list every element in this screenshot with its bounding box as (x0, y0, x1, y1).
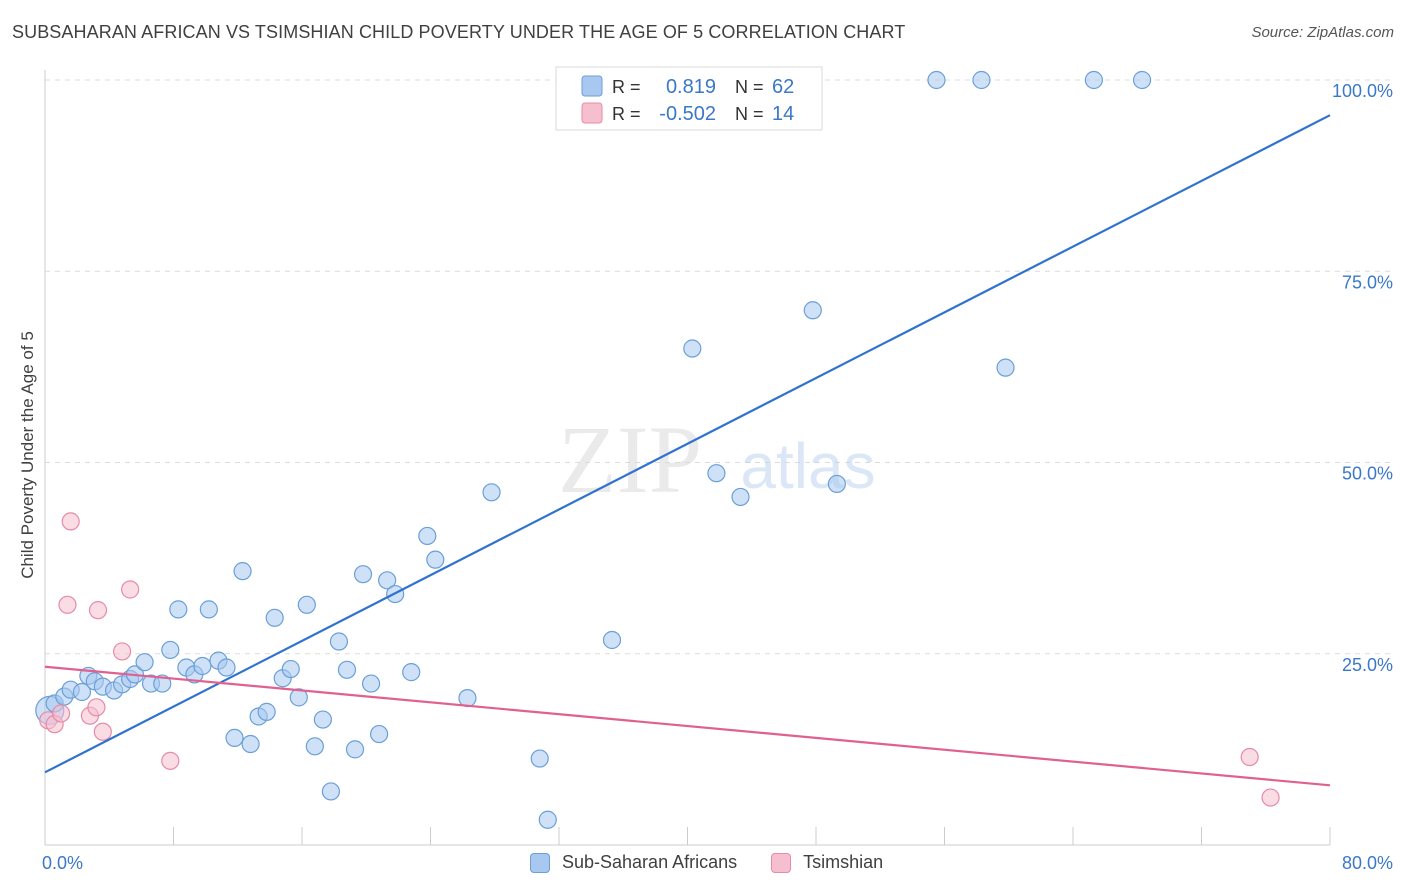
legend-r-value: 0.819 (666, 76, 716, 98)
y-tick-label: 25.0% (1342, 655, 1393, 675)
data-point (321, 782, 341, 801)
data-point (538, 810, 557, 829)
data-point (1084, 70, 1103, 90)
data-point (530, 749, 549, 768)
trend-lines (44, 114, 1331, 787)
watermark: ZIP atlas (558, 406, 876, 513)
legend-r-label: R = (612, 104, 641, 124)
data-point (1240, 747, 1259, 767)
data-point (707, 464, 726, 483)
data-point (58, 595, 77, 614)
data-point (87, 698, 106, 717)
data-point (996, 358, 1015, 377)
data-point (135, 653, 154, 672)
legend-r-label: R = (612, 77, 641, 97)
data-point (297, 595, 316, 614)
y-tick-label: 75.0% (1342, 272, 1393, 292)
chart-title: SUBSAHARAN AFRICAN VS TSIMSHIAN CHILD PO… (12, 22, 906, 42)
data-point (353, 565, 373, 584)
data-point (93, 722, 112, 741)
data-point (121, 580, 140, 599)
data-point (225, 728, 244, 748)
data-point (458, 689, 477, 708)
data-point (257, 702, 276, 721)
data-point (927, 70, 946, 90)
data-point (345, 740, 365, 759)
legend-n-value: 14 (772, 103, 794, 125)
source-label: Source: ZipAtlas.com (1251, 24, 1394, 41)
data-point (153, 674, 172, 693)
tick-labels: 25.0% 50.0% 75.0% 100.0% 0.0% 80.0% (42, 81, 1393, 873)
data-point (329, 632, 349, 651)
data-point (161, 640, 180, 660)
data-point (217, 658, 236, 677)
bottom-legend-item-blue: Sub-Saharan Africans (530, 852, 737, 873)
data-point (305, 737, 324, 756)
data-point (337, 660, 357, 679)
data-point (72, 682, 92, 702)
watermark-atlas: atlas (740, 430, 875, 502)
bottom-legend-swatch-pink (771, 852, 792, 873)
data-point (1261, 788, 1280, 807)
data-point (241, 734, 260, 754)
data-point (426, 550, 445, 569)
data-point (370, 724, 389, 744)
data-point (803, 301, 822, 320)
data-point (731, 487, 750, 507)
trend-line (44, 114, 1331, 774)
data-point (265, 608, 284, 627)
data-point (233, 562, 252, 581)
data-point (602, 630, 622, 650)
data-point (378, 571, 397, 590)
series-tsimshian (39, 512, 1280, 807)
legend-n-value: 62 (772, 76, 794, 98)
data-point (683, 339, 702, 358)
data-point (161, 751, 180, 770)
y-tick-label: 100.0% (1332, 81, 1393, 101)
data-point (1132, 70, 1152, 90)
x-tick-label: 80.0% (1342, 853, 1393, 873)
y-tick-label: 50.0% (1342, 464, 1393, 484)
grid-lines (45, 79, 1395, 655)
series-sub-saharan-africans (35, 70, 1152, 829)
data-point (289, 688, 308, 707)
data-point (61, 512, 80, 531)
data-point (972, 70, 991, 90)
data-point (88, 601, 108, 620)
data-point (199, 600, 218, 619)
bottom-legend-swatch-blue (530, 852, 550, 873)
data-point (193, 656, 212, 676)
bottom-legend-label: Tsimshian (803, 852, 884, 872)
data-point (169, 600, 188, 619)
trend-line (44, 665, 1331, 787)
legend-swatch-pink (581, 102, 603, 124)
legend: R = 0.819 N = 62 R = -0.502 N = 14 (555, 66, 823, 131)
bottom-legend-label: Sub-Saharan Africans (562, 852, 738, 872)
legend-swatch-blue (581, 75, 603, 97)
data-point (112, 642, 132, 661)
data-point (51, 704, 71, 723)
data-point (361, 674, 381, 693)
data-point (482, 483, 501, 502)
data-point (402, 663, 421, 682)
watermark-zip: ZIP (558, 406, 702, 513)
x-tick-label: 0.0% (42, 853, 83, 873)
data-point (281, 659, 300, 679)
legend-n-label: N = (735, 104, 764, 124)
legend-n-label: N = (735, 77, 764, 97)
data-point (827, 474, 846, 494)
data-point (418, 526, 437, 546)
bottom-legend: Sub-Saharan Africans Tsimshian (530, 852, 917, 873)
bottom-legend-item-pink: Tsimshian (771, 852, 883, 873)
legend-r-value: -0.502 (659, 103, 716, 125)
data-point (313, 710, 332, 729)
